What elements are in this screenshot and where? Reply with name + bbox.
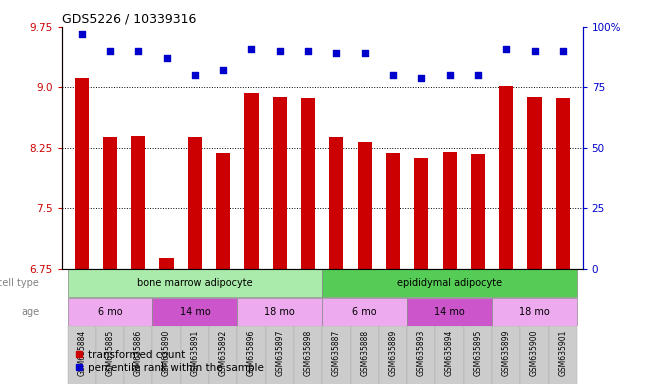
Point (76, 31, 87, 37)
Text: GSM635900: GSM635900 (530, 329, 539, 376)
Text: age: age (21, 307, 39, 317)
Bar (443, 152, 457, 269)
Point (445, 72, 455, 78)
Text: GDS5226 / 10339316: GDS5226 / 10339316 (62, 13, 196, 26)
Bar (68, 270, 322, 297)
Text: 14 mo: 14 mo (434, 307, 465, 317)
Bar (103, 137, 117, 269)
Text: GSM635894: GSM635894 (445, 329, 454, 376)
Point (558, 48, 568, 54)
Bar (414, 158, 428, 269)
Bar (407, 298, 492, 326)
Text: 6 mo: 6 mo (352, 307, 377, 317)
Bar (386, 154, 400, 269)
Bar (492, 298, 577, 326)
Point (161, 55, 172, 61)
Point (529, 48, 540, 54)
Text: GSM635888: GSM635888 (360, 329, 369, 376)
Bar (75, 78, 89, 269)
Text: 18 mo: 18 mo (519, 307, 550, 317)
Bar (407, 326, 436, 384)
Bar (152, 326, 181, 384)
Point (359, 50, 370, 56)
Text: bone marrow adipocyte: bone marrow adipocyte (137, 278, 253, 288)
Bar (379, 326, 407, 384)
Text: GSM635889: GSM635889 (389, 329, 398, 376)
Text: GSM635884: GSM635884 (77, 329, 86, 376)
Point (189, 72, 200, 78)
Bar (238, 326, 266, 384)
Point (416, 74, 426, 81)
Bar (68, 298, 152, 326)
Text: GSM635887: GSM635887 (332, 329, 341, 376)
Text: GSM635897: GSM635897 (275, 329, 284, 376)
Bar (244, 93, 258, 269)
Bar (209, 326, 238, 384)
Bar (124, 326, 152, 384)
Bar (294, 326, 322, 384)
Text: 14 mo: 14 mo (180, 307, 210, 317)
Text: GSM635886: GSM635886 (133, 329, 143, 376)
Bar (159, 258, 174, 269)
Point (331, 50, 342, 56)
Point (388, 72, 398, 78)
Text: cell type: cell type (0, 278, 39, 288)
Bar (436, 326, 464, 384)
Text: GSM635890: GSM635890 (162, 329, 171, 376)
Bar (266, 326, 294, 384)
Bar (471, 154, 485, 269)
Point (105, 48, 115, 54)
Text: GSM635899: GSM635899 (502, 329, 511, 376)
Bar (187, 137, 202, 269)
Bar (96, 326, 124, 384)
Point (218, 67, 229, 73)
Bar (322, 270, 577, 297)
Text: GSM635893: GSM635893 (417, 329, 426, 376)
Bar (273, 97, 287, 269)
Bar (329, 137, 344, 269)
Bar (322, 326, 350, 384)
Bar (322, 298, 407, 326)
Bar (492, 326, 520, 384)
Text: GSM635898: GSM635898 (303, 329, 312, 376)
Bar (181, 326, 209, 384)
Point (275, 48, 285, 54)
Text: GSM635896: GSM635896 (247, 329, 256, 376)
Point (246, 46, 256, 52)
Bar (527, 97, 542, 269)
Point (473, 72, 483, 78)
Bar (499, 86, 513, 269)
Bar (357, 142, 372, 269)
Bar (132, 136, 145, 269)
Bar (520, 326, 549, 384)
Bar (556, 98, 570, 269)
Bar (68, 326, 96, 384)
Bar (350, 326, 379, 384)
Text: GSM635891: GSM635891 (190, 329, 199, 376)
Point (303, 48, 313, 54)
Text: GSM635901: GSM635901 (559, 329, 567, 376)
Text: 6 mo: 6 mo (98, 307, 122, 317)
Bar (152, 298, 238, 326)
Bar (464, 326, 492, 384)
Text: epididymal adipocyte: epididymal adipocyte (397, 278, 502, 288)
Bar (216, 154, 230, 269)
Text: GSM635895: GSM635895 (473, 329, 482, 376)
Point (501, 46, 512, 52)
Text: GSM635892: GSM635892 (219, 329, 228, 376)
Bar (238, 298, 322, 326)
Bar (301, 98, 315, 269)
Bar (549, 326, 577, 384)
Text: 18 mo: 18 mo (264, 307, 295, 317)
Point (133, 48, 143, 54)
Legend: transformed count, percentile rank within the sample: transformed count, percentile rank withi… (70, 346, 268, 377)
Text: GSM635885: GSM635885 (105, 329, 115, 376)
